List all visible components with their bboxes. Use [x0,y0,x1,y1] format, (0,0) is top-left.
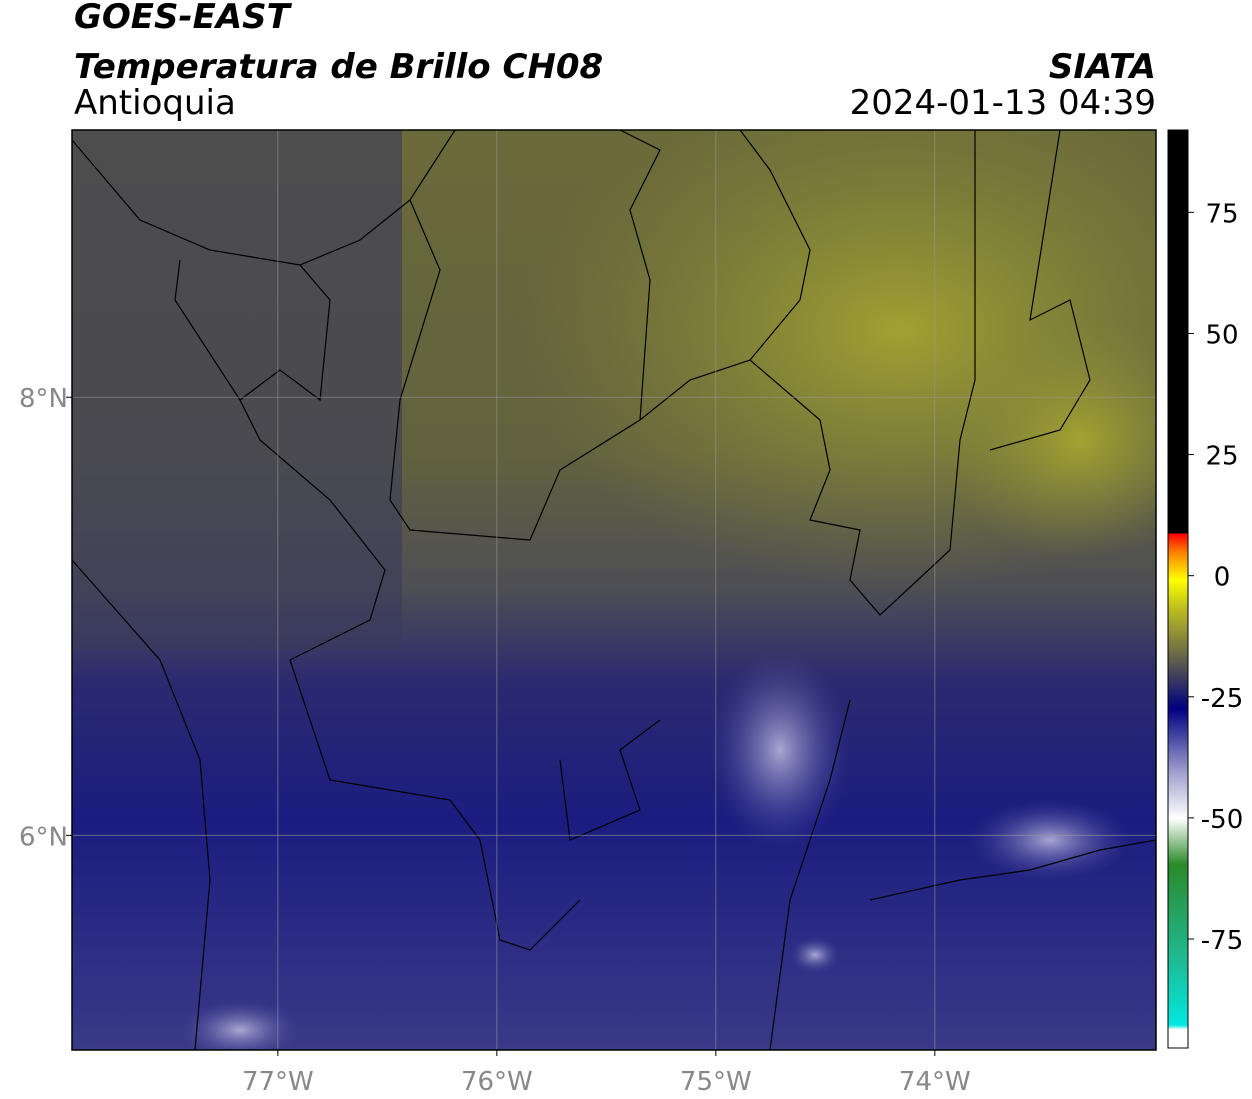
timestamp: 2024-01-13 04:39 [850,83,1156,123]
colorbar [1167,129,1189,1049]
colorbar-tick-label: 0 [1214,563,1231,593]
colorbar-tick-label: 25 [1205,442,1238,472]
colorbar-tick-label: -75 [1201,926,1243,956]
x-tick-label: 74°W [899,1067,971,1097]
subtitle: Temperatura de Brillo CH08 [74,47,603,87]
colorbar-tick-label: 75 [1205,199,1238,229]
colorbar-tick-label: 50 [1205,320,1238,350]
region: Antioquia [74,83,236,123]
x-tick-label: 77°W [242,1067,314,1097]
map-imagery [72,130,1156,1050]
title: GOES-EAST [74,0,293,37]
graticule [72,130,1156,1050]
colorbar-tick-label: -25 [1201,684,1243,714]
source: SIATA [1049,47,1156,87]
colorbar-tick-label: -50 [1201,805,1243,835]
x-tick-label: 76°W [461,1067,533,1097]
x-tick-label: 75°W [680,1067,752,1097]
y-tick-label: 8°N [19,384,68,414]
y-tick-label: 6°N [19,822,68,852]
map-frame [71,129,1157,1051]
